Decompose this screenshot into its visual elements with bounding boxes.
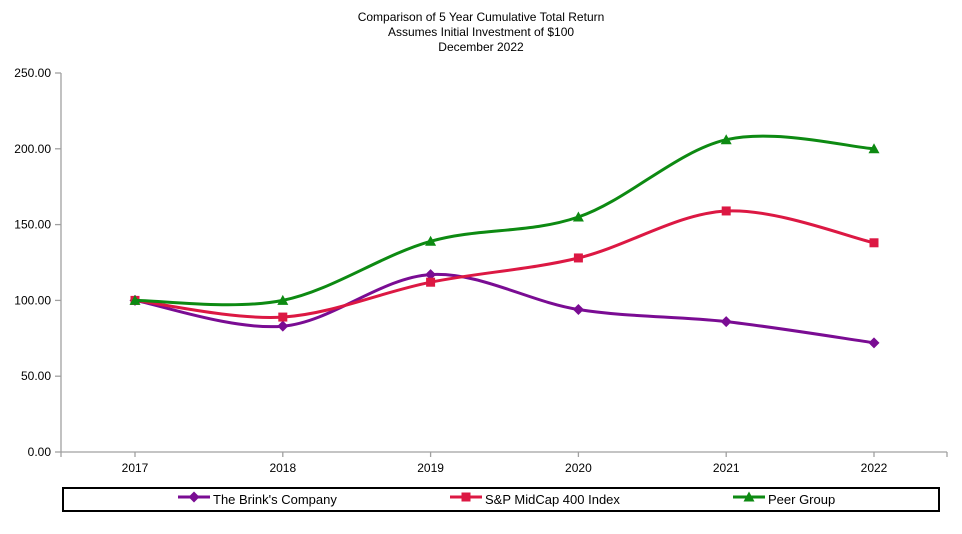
square-glyph — [461, 492, 471, 502]
data-point-triangle-peer-group — [425, 235, 437, 246]
data-point-square-s-p-midcap-400-index — [426, 277, 436, 287]
legend-item-sp-midcap-400: S&P MidCap 400 Index — [449, 489, 620, 510]
data-point-square-s-p-midcap-400-index — [721, 206, 731, 216]
y-axis-tick-label: 200.00 — [14, 142, 51, 156]
legend-label: S&P MidCap 400 Index — [485, 492, 620, 507]
diamond-marker-icon — [178, 491, 210, 503]
chart-title: Comparison of 5 Year Cumulative Total Re… — [0, 10, 962, 55]
chart-title-line-1: Comparison of 5 Year Cumulative Total Re… — [357, 10, 605, 24]
data-point-triangle-peer-group — [129, 294, 141, 305]
data-point-diamond-the-brink-s-company — [572, 303, 584, 315]
legend-label: The Brink's Company — [213, 492, 337, 507]
x-axis-tick-label: 2018 — [269, 461, 296, 475]
data-point-triangle-peer-group — [277, 294, 289, 305]
legend-item-brinks-company: The Brink's Company — [177, 489, 337, 510]
y-axis-tick-label: 250.00 — [14, 66, 51, 80]
triangle-marker-icon — [733, 491, 765, 502]
legend-line-diamond-glyph — [177, 490, 211, 509]
diamond-glyph — [188, 491, 200, 503]
series-line-the-brink-s-company — [133, 273, 876, 345]
x-axis-tick-label: 2019 — [417, 461, 444, 475]
line-chart-plot-area: 0.00 50.00 100.00 150.00 200.00 250.00 2017 201… — [14, 66, 948, 475]
y-axis-tick-label: 0.00 — [28, 445, 52, 459]
chart-title-line-2: Assumes Initial Investment of $100 — [387, 25, 575, 39]
data-point-square-s-p-midcap-400-index — [869, 238, 879, 248]
legend-item-peer-group: Peer Group — [732, 489, 835, 510]
data-point-triangle-peer-group — [868, 143, 880, 154]
y-axis-tick-label: 50.00 — [21, 369, 51, 383]
square-marker-icon — [450, 492, 482, 502]
series-line-peer-group — [133, 134, 876, 307]
y-axis-tick-label: 150.00 — [14, 218, 51, 232]
legend-line-square-glyph — [449, 490, 483, 509]
x-axis-tick-label: 2017 — [122, 461, 149, 475]
data-point-square-s-p-midcap-400-index — [278, 312, 288, 322]
data-point-diamond-the-brink-s-company — [425, 269, 437, 281]
data-point-diamond-the-brink-s-company — [277, 320, 289, 332]
chart-title-line-3: December 2022 — [438, 40, 524, 54]
x-axis-tick-label: 2020 — [565, 461, 592, 475]
legend-label: Peer Group — [768, 492, 836, 507]
triangle-glyph — [743, 491, 755, 502]
legend-line-triangle-glyph — [732, 490, 766, 509]
data-point-square-s-p-midcap-400-index — [573, 253, 583, 263]
x-axis-tick-label: 2022 — [861, 461, 888, 475]
y-axis-tick-label: 100.00 — [14, 293, 51, 307]
series-line-s-p-midcap-400-index — [133, 209, 876, 319]
data-point-triangle-peer-group — [572, 211, 584, 222]
data-point-diamond-the-brink-s-company — [868, 337, 880, 349]
x-axis-tick-label: 2021 — [713, 461, 740, 475]
data-point-diamond-the-brink-s-company — [720, 316, 732, 328]
chart-legend: The Brink's Company S&P MidCap 400 Index… — [62, 487, 940, 512]
data-point-triangle-peer-group — [720, 134, 732, 145]
